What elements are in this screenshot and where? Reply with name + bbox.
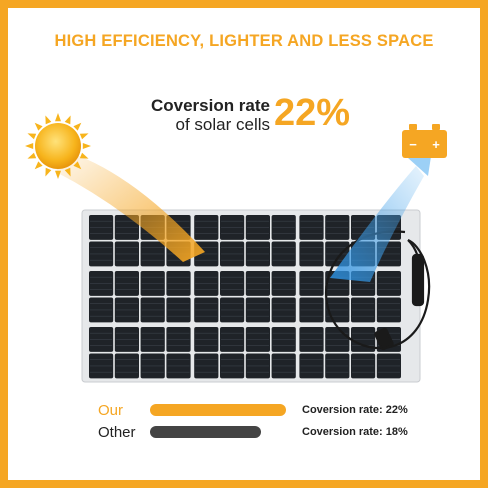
sun-ray: [34, 161, 43, 170]
panel-cable: [325, 230, 431, 351]
rate-bar-other: [150, 426, 261, 438]
energy-output-beam: [330, 166, 424, 282]
headline: HIGH EFFICIENCY, LIGHTER AND LESS SPACE: [54, 32, 434, 50]
stat-other: Coversion rate: 18%: [302, 426, 408, 438]
sun-ray: [27, 133, 37, 140]
sun-ray: [82, 143, 91, 149]
sun-ray: [79, 152, 89, 159]
legend-row-our: Our: [98, 401, 286, 419]
sun-ray: [64, 115, 71, 125]
sun-ray: [73, 161, 82, 170]
sun-ray: [55, 170, 61, 179]
conversion-title-line1: Coversion rate: [150, 96, 270, 115]
rate-bar-our: [150, 404, 286, 416]
sun-ray: [73, 122, 82, 131]
sun-ray: [25, 143, 34, 149]
stat-our: Coversion rate: 22%: [302, 404, 408, 416]
sun-ray: [45, 167, 52, 177]
sun-ray: [45, 115, 52, 125]
legend-label-other: Other: [98, 423, 136, 441]
conversion-rate-value: 22%: [274, 92, 351, 134]
legend-label-our: Our: [98, 401, 124, 419]
sun-ray: [34, 122, 43, 131]
sun-ray-beam: [56, 150, 205, 262]
sun-ray: [64, 167, 71, 177]
sun-ray: [79, 133, 89, 140]
conversion-title: Coversion rate of solar cells: [151, 96, 270, 134]
battery-minus: −: [409, 137, 417, 152]
sun-icon: [25, 113, 91, 179]
battery-plus: +: [432, 137, 440, 152]
sun-ray: [55, 113, 61, 122]
legend-row-other: Other: [98, 423, 261, 441]
sun-ray: [27, 152, 37, 159]
conversion-title-line2: of solar cells: [175, 115, 270, 134]
battery-icon: − +: [402, 124, 447, 158]
